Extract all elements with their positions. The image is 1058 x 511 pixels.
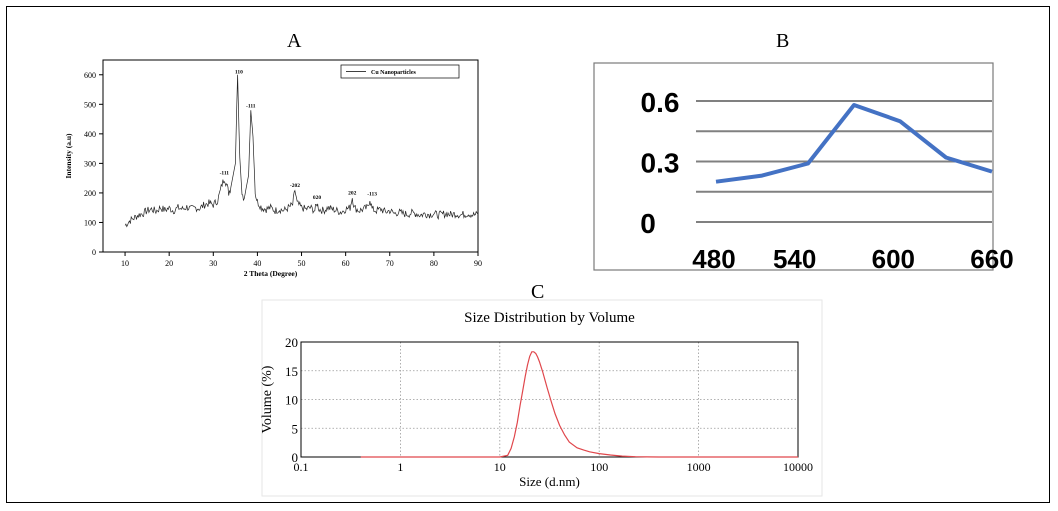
y-tick-label: 400 [84, 130, 96, 139]
y-tick-label: 0 [92, 248, 96, 257]
y-tick-label: 500 [84, 100, 96, 109]
absorbance-line [715, 103, 993, 184]
peak-label: 020 [313, 195, 322, 201]
x-tick-label: 20 [165, 259, 173, 268]
x-axis-label: Size (d.nm) [519, 474, 580, 489]
x-tick-label: 0.1 [294, 460, 309, 474]
x-tick-label: 30 [209, 259, 217, 268]
x-tick-label: 10 [494, 460, 506, 474]
x-tick-label: 1 [397, 460, 403, 474]
x-axis-label: 2 Theta (Degree) [244, 269, 298, 278]
x-tick-label: 600 [872, 244, 915, 274]
xrd-series-line [124, 74, 479, 228]
x-tick-label: 80 [430, 259, 438, 268]
x-tick-label: 50 [298, 259, 306, 268]
peak-label: -111 [220, 171, 230, 177]
y-tick-label: 15 [285, 364, 298, 379]
peak-label: 202 [348, 190, 357, 196]
y-tick-label: 0.3 [641, 148, 680, 179]
y-tick-label: 0 [292, 450, 299, 465]
legend-label: Cu Nanoparticles [371, 70, 416, 76]
y-tick-label: 600 [84, 71, 96, 80]
y-tick-label: 0.6 [641, 87, 680, 118]
x-tick-label: 480 [692, 244, 735, 274]
volume-distribution-line [360, 351, 798, 458]
x-tick-label: 10000 [783, 460, 813, 474]
x-tick-label: 60 [342, 259, 350, 268]
y-tick-label: 10 [285, 393, 298, 408]
x-tick-label: 40 [253, 259, 261, 268]
x-tick-label: 90 [474, 259, 482, 268]
y-tick-label: 0 [640, 208, 656, 239]
x-tick-label: 70 [386, 259, 394, 268]
x-tick-label: 540 [773, 244, 816, 274]
plot-frame [102, 59, 479, 253]
y-axis-label: Intensity (a.u) [64, 133, 73, 179]
panel-c-frame [261, 299, 823, 497]
x-tick-label: 1000 [687, 460, 711, 474]
chart-title: Size Distribution by Volume [464, 310, 635, 326]
panel-label-c: C [531, 281, 545, 303]
peak-label: -111 [246, 103, 256, 109]
panel-label-a: A [287, 30, 302, 52]
y-tick-label: 200 [84, 189, 96, 198]
legend-box [340, 64, 460, 79]
figure-frame [6, 6, 1050, 503]
plot-frame [300, 341, 799, 458]
y-tick-label: 5 [292, 421, 299, 436]
peak-label: -113 [367, 191, 377, 197]
y-axis-label: Volume (%) [260, 365, 275, 433]
y-tick-label: 20 [285, 335, 298, 350]
peak-label: 110 [235, 69, 243, 75]
y-tick-label: 300 [84, 159, 96, 168]
x-tick-label: 660 [970, 244, 1013, 274]
x-tick-label: 100 [590, 460, 608, 474]
x-tick-label: 10 [121, 259, 129, 268]
panel-label-b: B [776, 30, 790, 52]
peak-label: -202 [290, 183, 300, 189]
y-tick-label: 100 [84, 218, 96, 227]
